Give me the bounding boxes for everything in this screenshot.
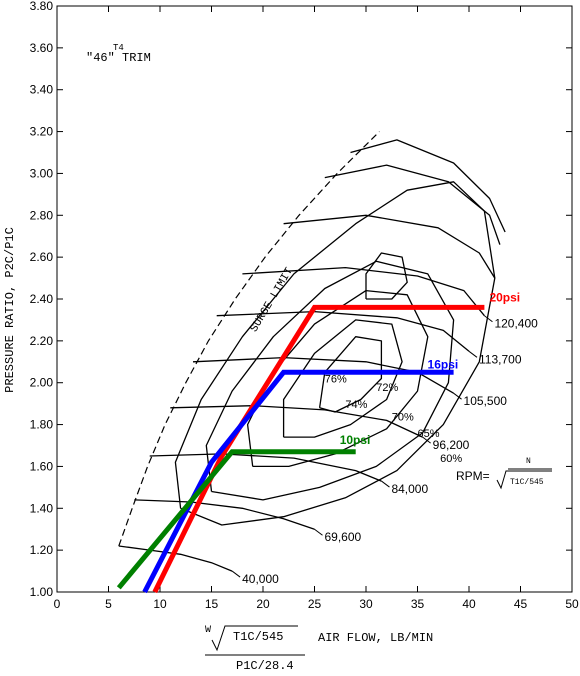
speed-label: 69,600 xyxy=(325,530,362,544)
y-tick-label: 1.00 xyxy=(30,585,54,599)
x-tick-label: 35 xyxy=(411,597,425,611)
x-formula-root: T1C/545 xyxy=(233,630,283,644)
speed-label: 105,500 xyxy=(464,394,508,408)
x-formula-denominator: P1C/28.4 xyxy=(236,659,294,673)
speed-leader xyxy=(484,315,493,323)
y-tick-label: 3.00 xyxy=(30,166,54,180)
y-tick-label: 2.80 xyxy=(30,208,54,222)
speed-label: 40,000 xyxy=(242,572,279,586)
x-tick-label: 15 xyxy=(205,597,219,611)
y-axis-label: PRESSURE RATIO, P2C/P1C xyxy=(3,227,17,393)
x-tick-label: 0 xyxy=(54,597,61,611)
efficiency-island xyxy=(318,336,383,413)
y-tick-label: 2.00 xyxy=(30,376,54,390)
x-axis-formula: W T1C/545 P1C/28.4 xyxy=(205,625,305,673)
efficiency-label: 60% xyxy=(440,453,462,465)
x-tick-label: 20 xyxy=(256,597,270,611)
speed-line xyxy=(324,164,501,245)
speed-leader xyxy=(314,528,323,536)
speed-label: 96,200 xyxy=(433,438,470,452)
surge-limit-line xyxy=(118,131,380,547)
speed-leader xyxy=(468,350,478,358)
y-tick-label: 1.40 xyxy=(30,501,54,515)
y-tick-label: 2.20 xyxy=(30,334,54,348)
x-axis-label: AIR FLOW, LB/MIN xyxy=(318,631,433,645)
efficiency-label: 70% xyxy=(392,411,414,423)
speed-line xyxy=(118,545,233,572)
series-line-16psi xyxy=(142,369,454,594)
series-label-20psi: 20psi xyxy=(489,290,520,304)
rpm-formula-prefix: RPM= xyxy=(456,469,490,483)
speed-line xyxy=(216,310,470,352)
boost-series: 20psi 16psi 10psi xyxy=(116,290,520,594)
x-tick-label: 50 xyxy=(565,597,579,611)
speed-leader xyxy=(422,436,431,444)
rpm-formula: RPM= N T1C/545 xyxy=(456,457,552,490)
x-formula-w: W xyxy=(205,625,211,636)
rpm-formula-denominator: T1C/545 xyxy=(510,478,544,487)
speed-leader xyxy=(381,480,390,488)
speed-line xyxy=(134,499,315,530)
series-line-10psi xyxy=(116,449,356,590)
efficiency-island xyxy=(365,252,408,300)
y-tick-label: 2.40 xyxy=(30,292,54,306)
y-tick-label: 3.20 xyxy=(30,125,54,139)
rpm-formula-numerator: N xyxy=(526,457,531,466)
rpm-formula-root-sign xyxy=(496,470,552,490)
y-tick-label: 1.80 xyxy=(30,418,54,432)
x-tick-label: 10 xyxy=(153,597,167,611)
x-tick-label: 5 xyxy=(105,597,112,611)
series-line-20psi xyxy=(152,304,485,594)
efficiency-island xyxy=(205,260,455,501)
x-tick-label: 40 xyxy=(462,597,476,611)
efficiency-label: 76% xyxy=(325,374,347,386)
x-tick-label: 45 xyxy=(514,597,528,611)
efficiency-island xyxy=(282,319,403,438)
series-label-16psi: 16psi xyxy=(428,357,459,371)
y-tick-label: 1.20 xyxy=(30,543,54,557)
efficiency-label: 72% xyxy=(376,382,398,394)
x-formula-root-sign xyxy=(211,625,298,652)
speed-line xyxy=(242,266,485,317)
speed-line xyxy=(192,356,454,394)
chart-title: "46" TRIM xyxy=(86,51,151,65)
speed-leader xyxy=(453,392,462,400)
y-axis-ticks: 1.00 1.20 1.40 1.60 1.80 2.00 2.20 2.40 2.60 2.80… xyxy=(30,0,572,599)
x-tick-label: 30 xyxy=(359,597,373,611)
speed-line xyxy=(170,405,423,438)
speed-line xyxy=(350,139,506,233)
x-tick-label: 25 xyxy=(308,597,322,611)
speed-line xyxy=(149,453,382,482)
y-tick-label: 1.60 xyxy=(30,459,54,473)
x-axis-ticks: 0 5 10 15 20 25 30 35 40 45 50 xyxy=(54,6,579,611)
y-tick-label: 3.60 xyxy=(30,41,54,55)
speed-label: 113,700 xyxy=(479,352,522,366)
speed-label: 84,000 xyxy=(391,482,428,496)
speed-leader xyxy=(231,570,241,578)
speed-lines: 40,000 69,600 84,000 96,200 105,500 113,700 12… xyxy=(118,139,538,586)
chart-title-superscript: T4 xyxy=(113,43,124,53)
speed-label: 120,400 xyxy=(494,317,538,331)
y-tick-label: 3.40 xyxy=(30,83,54,97)
speed-line xyxy=(283,214,496,279)
y-tick-label: 2.60 xyxy=(30,250,54,264)
y-tick-label: 3.80 xyxy=(30,0,54,13)
series-label-10psi: 10psi xyxy=(340,433,371,447)
efficiency-label: 74% xyxy=(345,399,367,411)
